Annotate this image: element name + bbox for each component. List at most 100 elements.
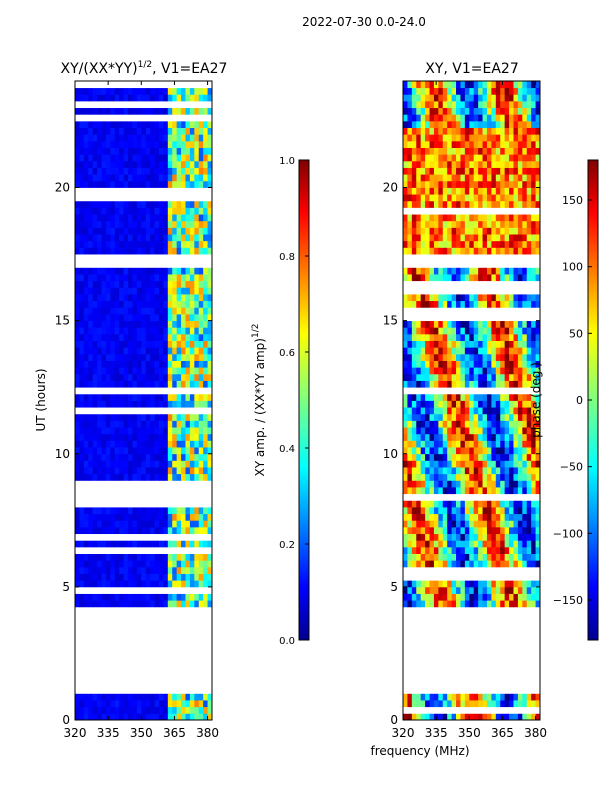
heatmap-cell — [425, 460, 430, 468]
heatmap-cell — [451, 520, 457, 528]
heatmap-cell — [456, 507, 461, 515]
heatmap-cell — [119, 540, 125, 548]
heatmap-cell — [167, 600, 173, 608]
heatmap-cell — [158, 487, 164, 495]
heatmap-cell — [132, 154, 138, 162]
heatmap-cell — [207, 593, 212, 601]
heatmap-cell — [189, 480, 195, 488]
heatmap-cell — [128, 566, 133, 574]
heatmap-cell — [194, 560, 200, 568]
heatmap-cell — [526, 706, 532, 714]
heatmap-cell — [203, 700, 208, 708]
heatmap-cell — [194, 373, 200, 381]
heatmap-cell — [517, 513, 523, 521]
heatmap-cell — [438, 500, 444, 508]
heatmap-cell — [163, 393, 169, 401]
heatmap-cell — [145, 586, 151, 594]
heatmap-cell — [114, 387, 120, 395]
heatmap-cell — [416, 387, 422, 395]
heatmap-cell — [132, 313, 138, 322]
heatmap-cell — [88, 347, 94, 355]
heatmap-cell — [456, 533, 461, 541]
heatmap-cell — [167, 620, 173, 628]
heatmap-cell — [442, 433, 448, 441]
heatmap-cell — [97, 387, 102, 395]
heatmap-cell — [203, 94, 208, 102]
heatmap-cell — [141, 167, 147, 175]
heatmap-cell — [128, 187, 133, 195]
heatmap-cell — [172, 240, 178, 248]
heatmap-cell — [411, 620, 417, 628]
heatmap-cell — [105, 700, 111, 708]
heatmap-cell — [150, 453, 155, 461]
heatmap-cell — [207, 320, 212, 328]
heatmap-cell — [97, 666, 102, 674]
heatmap-cell — [110, 513, 116, 521]
heatmap-cell — [75, 280, 80, 288]
heatmap-cell — [97, 267, 102, 275]
heatmap-cell — [79, 706, 85, 714]
heatmap-cell — [141, 447, 147, 455]
heatmap-cell — [478, 580, 483, 588]
heatmap-cell — [88, 553, 94, 561]
heatmap-cell — [198, 194, 204, 202]
heatmap-cell — [167, 160, 173, 168]
heatmap-cell — [509, 393, 514, 401]
heatmap-cell — [150, 100, 155, 109]
heatmap-cell — [119, 600, 125, 608]
heatmap-cell — [176, 260, 182, 268]
heatmap-cell — [464, 633, 470, 641]
heatmap-cell — [136, 313, 142, 322]
heatmap-cell — [500, 400, 506, 408]
heatmap-cell — [500, 660, 506, 668]
heatmap-cell — [92, 487, 98, 495]
heatmap-cell — [128, 493, 133, 501]
heatmap-cell — [513, 646, 519, 654]
heatmap-cell — [141, 560, 147, 568]
heatmap-cell — [172, 693, 178, 701]
heatmap-cell — [181, 673, 186, 681]
heatmap-cell — [403, 586, 408, 594]
heatmap-cell — [145, 593, 151, 601]
heatmap-cell — [447, 433, 453, 441]
heatmap-cell — [526, 713, 532, 720]
heatmap-cell — [185, 440, 191, 448]
heatmap-cell — [141, 493, 147, 501]
heatmap-cell — [469, 686, 475, 694]
heatmap-cell — [167, 307, 173, 315]
heatmap-cell — [526, 420, 532, 428]
heatmap-cell — [75, 353, 80, 361]
heatmap-cell — [119, 287, 125, 295]
heatmap-cell — [150, 713, 155, 720]
heatmap-cell — [119, 573, 125, 581]
heatmap-cell — [482, 427, 488, 435]
heatmap-cell — [447, 380, 453, 388]
heatmap-cell — [189, 333, 195, 341]
heatmap-cell — [411, 700, 417, 708]
heatmap-cell — [110, 700, 116, 708]
heatmap-cell — [203, 686, 208, 694]
heatmap-cell — [473, 713, 479, 720]
heatmap-cell — [141, 606, 147, 614]
heatmap-cell — [198, 200, 204, 208]
heatmap-cell — [535, 467, 540, 475]
heatmap-cell — [119, 194, 125, 202]
heatmap-cell — [482, 467, 488, 475]
heatmap-cell — [433, 700, 439, 708]
heatmap-cell — [486, 680, 492, 688]
heatmap-cell — [75, 580, 80, 588]
heatmap-cell — [114, 400, 120, 408]
heatmap-cell — [403, 693, 408, 701]
heatmap-cell — [136, 360, 142, 368]
heatmap-cell — [172, 640, 178, 648]
heatmap-cell — [509, 566, 514, 574]
heatmap-cell — [110, 613, 116, 621]
heatmap-cell — [97, 460, 102, 468]
heatmap-cell — [185, 160, 191, 168]
heatmap-cell — [97, 700, 102, 708]
heatmap-cell — [189, 626, 195, 634]
heatmap-cell — [136, 260, 142, 268]
heatmap-cell — [92, 460, 98, 468]
heatmap-cell — [535, 660, 540, 668]
heatmap-cell — [207, 94, 212, 102]
